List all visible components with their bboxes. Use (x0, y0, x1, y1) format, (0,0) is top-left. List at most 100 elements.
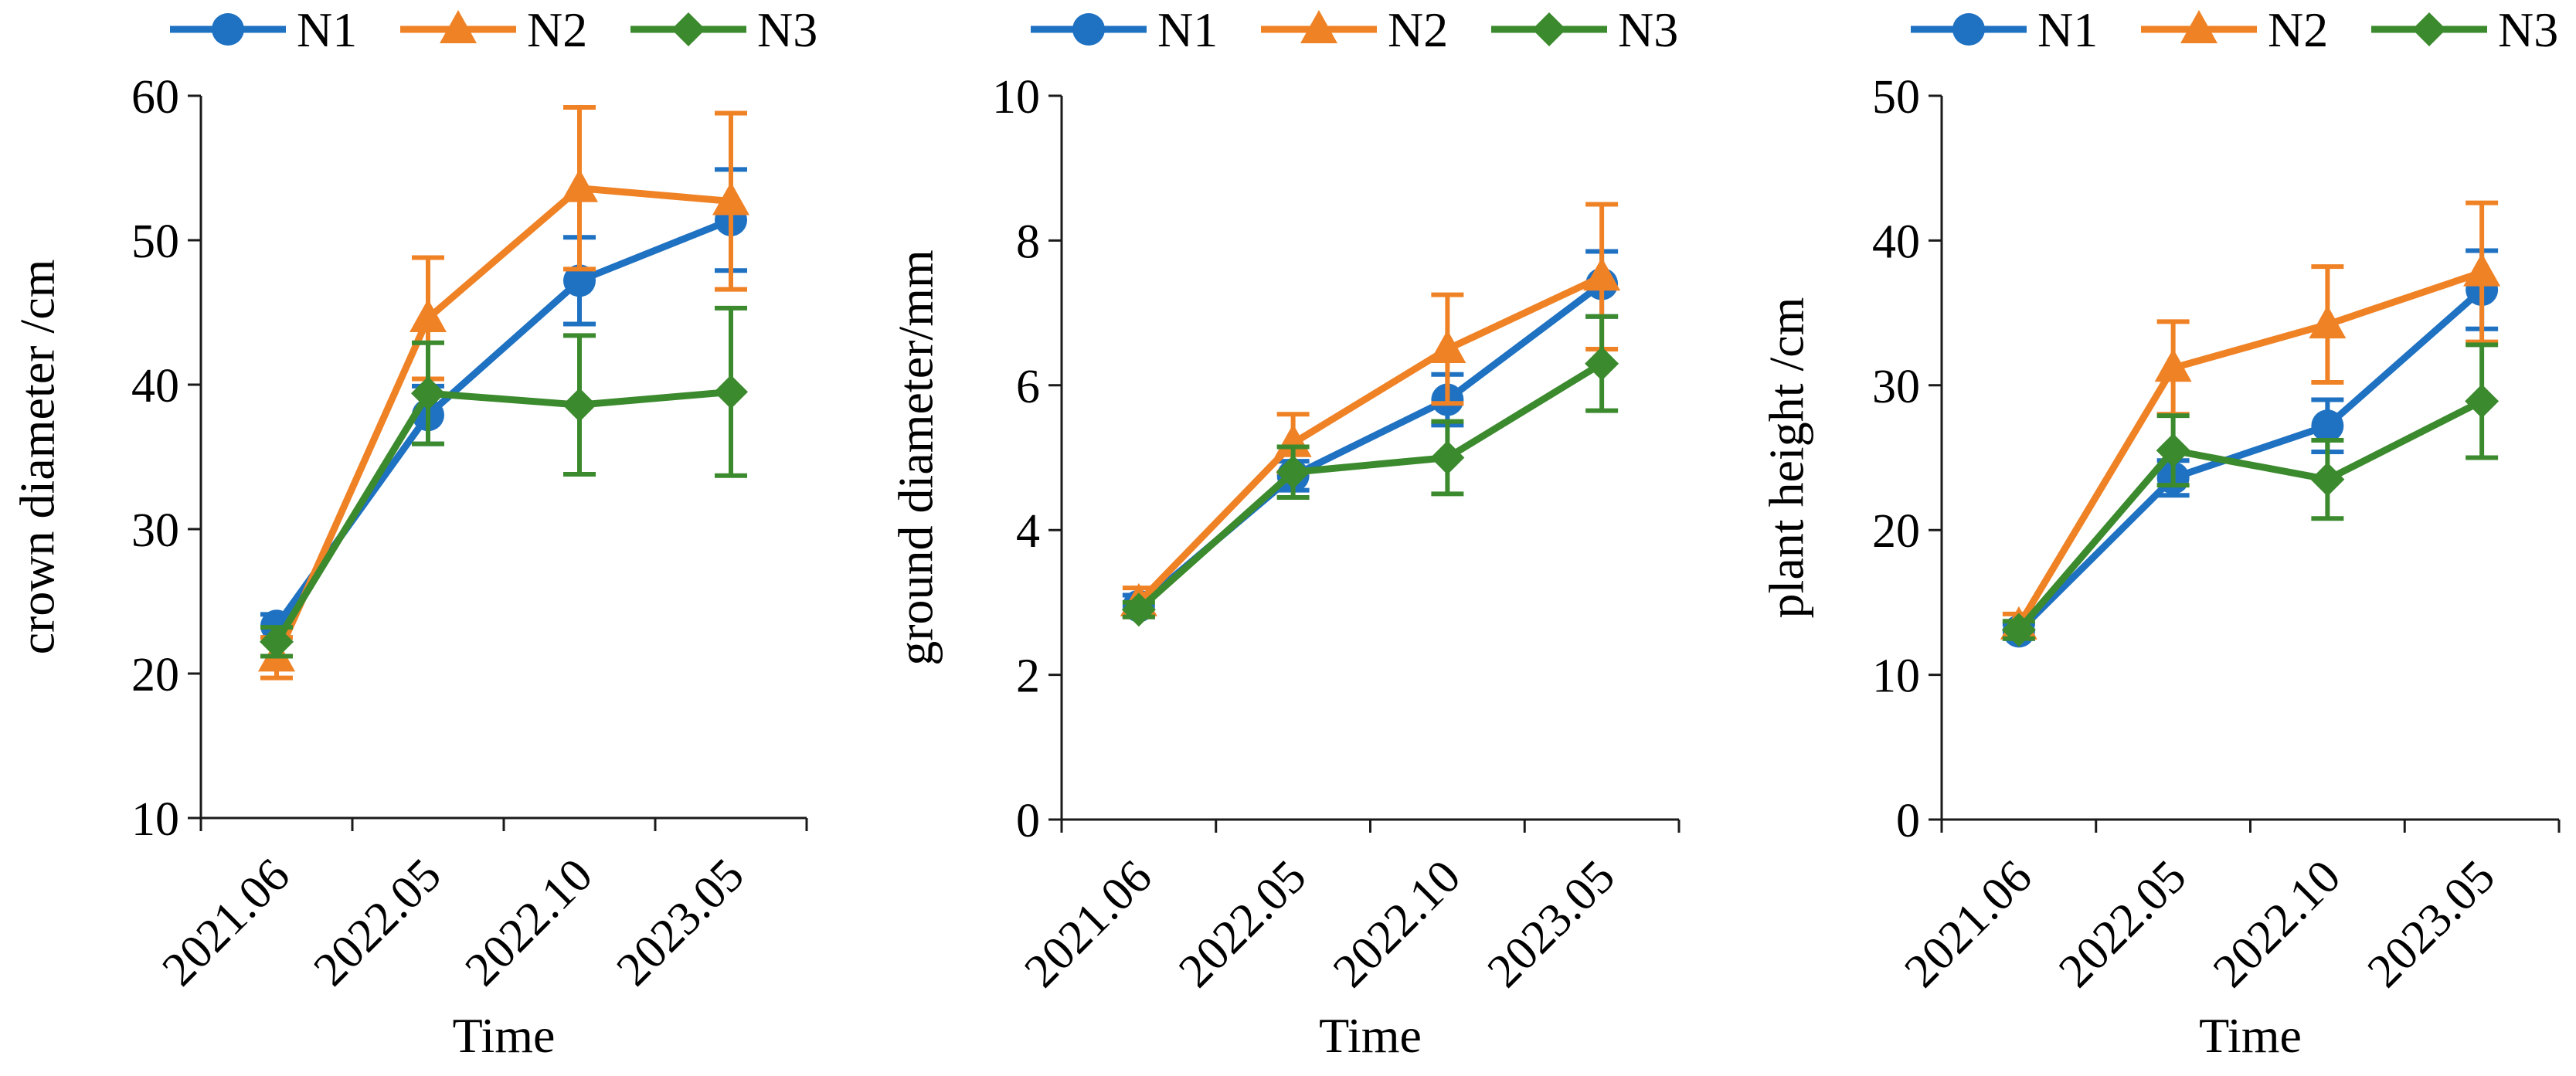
series-n3 (2001, 342, 2500, 647)
data-point-marker-diamond (1585, 346, 1619, 381)
legend-label: N3 (1618, 2, 1678, 57)
x-tick-label: 2022.05 (2049, 850, 2197, 998)
x-tick-label: 2022.10 (2204, 850, 2351, 998)
y-tick-label: 50 (131, 216, 179, 268)
legend-item-n3: N3 (2371, 2, 2558, 57)
y-tick-label: 10 (131, 793, 179, 846)
data-point-marker-diamond (562, 388, 596, 423)
x-tick-label: 2023.05 (2357, 850, 2505, 998)
legend-item-n3: N3 (1491, 2, 1678, 57)
series-line (2015, 397, 2486, 634)
legend-label: N1 (297, 2, 357, 57)
legend-marker-circle (1952, 13, 1985, 46)
x-tick-label: 2023.05 (607, 849, 754, 996)
legend-marker-diamond (1532, 12, 1566, 46)
y-tick-label: 30 (131, 504, 179, 557)
x-tick-label: 2022.10 (1324, 850, 1471, 998)
x-tick-label: 2022.10 (455, 849, 603, 996)
x-tick-label: 2023.05 (1477, 850, 1625, 998)
series-line (2015, 269, 2486, 630)
data-point-marker-triangle (2463, 253, 2501, 287)
legend-item-n2: N2 (2141, 2, 2328, 57)
x-tick-label: 2022.05 (304, 849, 451, 996)
data-point-marker-diamond (2156, 433, 2190, 468)
y-axis-title: plant height /cm (1759, 297, 1813, 619)
y-axis-title: crown diameter /cm (9, 260, 64, 655)
chart-panel-crown-diameter: 10 20 30 40 50 60 2021.06 2022.05 2022.10 2023.05… (9, 2, 817, 1063)
y-tick-label: 6 (1016, 361, 1040, 413)
data-point-marker-diamond (714, 375, 748, 409)
legend-item-n2: N2 (400, 2, 587, 57)
data-point-marker-triangle (2154, 348, 2192, 382)
y-tick-label: 20 (131, 649, 179, 701)
chart-panel-ground-diameter: 0 2 4 6 8 10 2021.06 2022.05 2022.10 2023.05 Time g… (888, 2, 1681, 1063)
x-axis-title: Time (2199, 1008, 2302, 1063)
data-point-marker-diamond (1121, 592, 1156, 627)
series-line (1135, 280, 1606, 610)
data-point-marker-diamond (411, 376, 445, 411)
y-tick-label: 20 (1872, 505, 1920, 558)
y-axis-title: ground diameter/mm (888, 249, 943, 666)
data-point-marker-circle (2311, 409, 2344, 443)
legend-item-n3: N3 (630, 2, 817, 57)
legend-marker-triangle (2180, 10, 2217, 43)
x-tick-label: 2021.06 (152, 849, 300, 996)
series-n2 (2000, 200, 2501, 640)
series-n3 (260, 305, 748, 659)
data-point-marker-triangle (1429, 329, 1466, 363)
series-line (273, 216, 735, 630)
legend-marker-triangle (440, 10, 477, 43)
data-point-marker-circle (563, 264, 596, 297)
y-tick-label: 0 (1896, 795, 1920, 847)
y-tick-label: 8 (1016, 216, 1040, 268)
y-tick-label: 0 (1016, 795, 1040, 847)
series-n2 (258, 104, 749, 681)
legend-item-n1: N1 (170, 2, 357, 57)
x-tick-label: 2021.06 (1895, 850, 2042, 998)
y-tick-label: 10 (1872, 650, 1920, 703)
series-n3 (1121, 314, 1619, 627)
series-n1 (260, 167, 747, 643)
series-line (273, 185, 735, 661)
data-point-marker-diamond (2465, 384, 2500, 419)
series-line (1135, 273, 1606, 606)
legend-label: N1 (1157, 2, 1218, 57)
data-point-marker-diamond (260, 624, 294, 659)
x-axis-title: Time (1319, 1008, 1422, 1063)
x-axis-title: Time (453, 1008, 556, 1063)
legend-marker-circle (1072, 13, 1105, 46)
y-tick-label: 4 (1016, 505, 1040, 558)
series-line (273, 388, 735, 646)
y-tick-label: 60 (131, 71, 179, 124)
data-point-marker-diamond (2001, 613, 2036, 647)
chart-panel-plant-height: 0 10 20 30 40 50 2021.06 2022.05 2022.10 2023.05 T… (1759, 2, 2561, 1063)
legend-item-n1: N1 (1911, 2, 2098, 57)
legend-label: N3 (2498, 2, 2558, 57)
x-tick-label: 2022.05 (1169, 850, 1317, 998)
legend-item-n2: N2 (1261, 2, 1448, 57)
x-tick-label: 2021.06 (1014, 850, 1162, 998)
legend-label: N3 (757, 2, 817, 57)
legend-marker-diamond (671, 12, 705, 46)
y-tick-label: 50 (1872, 71, 1920, 124)
legend-marker-diamond (2412, 12, 2446, 46)
series-line (1135, 360, 1606, 613)
y-tick-label: 40 (131, 360, 179, 412)
data-point-marker-triangle (712, 182, 749, 216)
legend-label: N2 (527, 2, 587, 57)
data-point-marker-triangle (410, 298, 447, 332)
data-point-marker-diamond (1430, 440, 1465, 475)
y-tick-label: 40 (1872, 216, 1920, 268)
y-tick-label: 2 (1016, 650, 1040, 703)
y-tick-label: 10 (992, 71, 1040, 124)
data-point-marker-triangle (2309, 305, 2347, 339)
data-point-marker-triangle (561, 168, 598, 202)
legend-marker-circle (212, 13, 244, 46)
legend-label: N1 (2037, 2, 2098, 57)
y-tick-label: 30 (1872, 361, 1920, 413)
legend-item-n1: N1 (1031, 2, 1218, 57)
legend-marker-triangle (1300, 10, 1337, 43)
series-line (2015, 286, 2486, 635)
